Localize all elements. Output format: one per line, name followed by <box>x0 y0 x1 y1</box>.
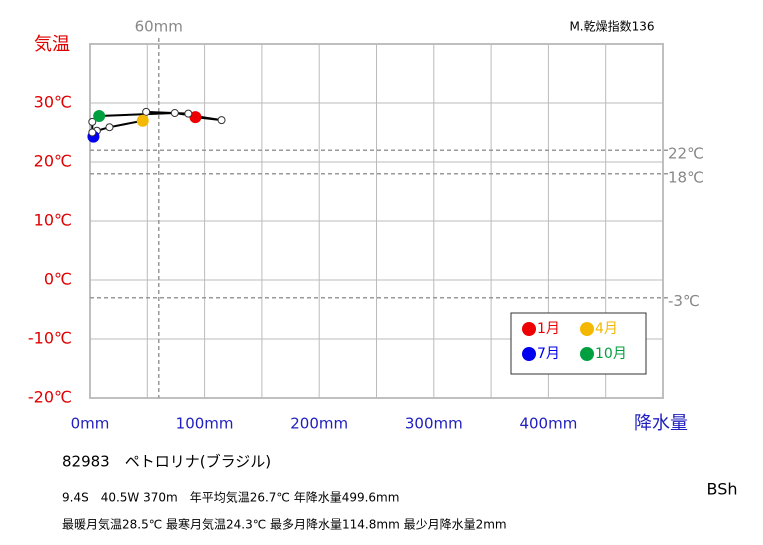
y-tick-label: -20℃ <box>28 388 72 407</box>
info-line: 9.4S 40.5W 370m 年平均気温26.7℃ 年降水量499.6mm <box>62 490 399 505</box>
legend-box <box>510 312 647 375</box>
month-point <box>184 109 193 118</box>
reference-label: -3℃ <box>668 292 700 310</box>
x-axis-label: 降水量 <box>634 413 688 434</box>
month-point <box>217 116 226 125</box>
reference-label: 60mm <box>135 18 183 36</box>
y-tick-label: 20℃ <box>34 152 72 171</box>
y-tick-label: 10℃ <box>34 211 72 230</box>
station-name: 82983 ペトロリナ(ブラジル) <box>62 453 271 471</box>
legend-label: 10月 <box>595 346 627 362</box>
x-tick-label: 400mm <box>519 415 577 433</box>
y-axis-label: 気温 <box>34 34 70 55</box>
y-tick-label: -10℃ <box>28 329 72 348</box>
month-point <box>88 117 97 126</box>
legend-marker <box>580 347 594 361</box>
dryness-index: M.乾燥指数136 <box>569 19 654 34</box>
month-point <box>88 128 97 137</box>
x-tick-label: 100mm <box>176 415 234 433</box>
info-line: 最暖月気温28.5℃ 最寒月気温24.3℃ 最多月降水量114.8mm 最少月降… <box>62 517 507 532</box>
month-point <box>105 123 114 132</box>
x-tick-label: 200mm <box>290 415 348 433</box>
legend-label: 7月 <box>537 346 560 362</box>
climate-class: BSh <box>707 480 738 499</box>
y-tick-label: 0℃ <box>44 270 72 289</box>
x-tick-label: 300mm <box>405 415 463 433</box>
month-point <box>93 109 106 122</box>
month-point <box>142 107 151 116</box>
reference-label: 18℃ <box>668 168 704 186</box>
x-tick-label: 0mm <box>71 415 110 433</box>
legend-marker <box>522 347 536 361</box>
reference-label: 22℃ <box>668 145 704 163</box>
legend-marker <box>580 322 594 336</box>
legend-label: 4月 <box>595 321 618 337</box>
legend-marker <box>522 322 536 336</box>
legend-label: 1月 <box>537 321 560 337</box>
month-point <box>136 114 149 127</box>
month-point <box>170 109 179 118</box>
y-tick-label: 30℃ <box>34 93 72 112</box>
